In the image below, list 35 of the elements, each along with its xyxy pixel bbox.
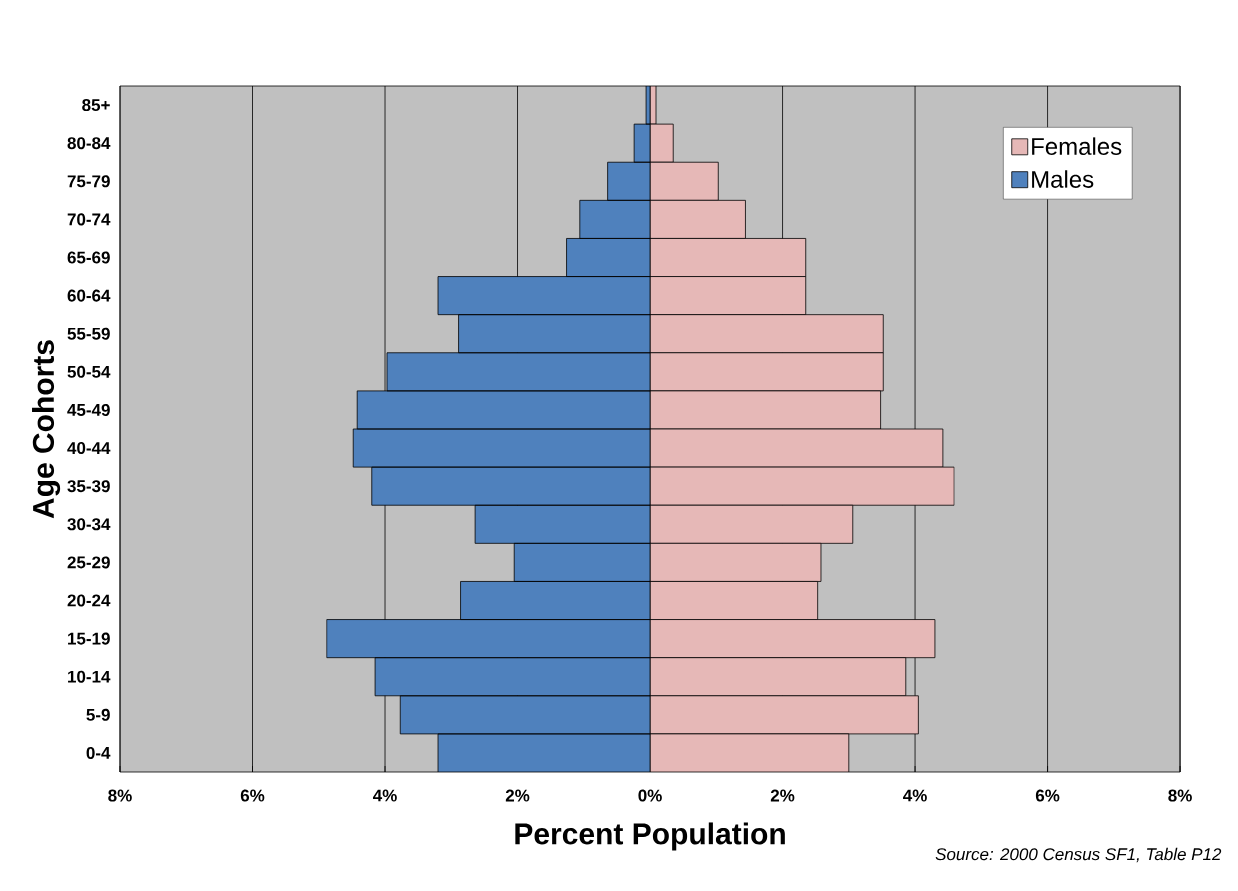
bar xyxy=(352,428,651,468)
y-tick-label: 0-4 xyxy=(86,746,111,759)
y-tick-label: 55-59 xyxy=(67,327,110,340)
y-tick-label: 35-39 xyxy=(67,480,110,493)
x-tick-label: 4% xyxy=(903,789,927,802)
y-tick-label: 50-54 xyxy=(67,365,111,378)
y-tick-label: 40-44 xyxy=(67,442,111,455)
bar xyxy=(437,733,651,773)
x-tick-label: 2% xyxy=(505,789,530,802)
y-tick-label: 80-84 xyxy=(67,137,111,150)
x-tick-label: 8% xyxy=(108,789,132,802)
y-axis-title: Age Cohorts xyxy=(32,340,61,519)
y-tick-label: 15-19 xyxy=(68,632,110,645)
y-tick-label: 70-74 xyxy=(67,213,111,226)
y-tick-label: 65-69 xyxy=(67,251,110,264)
x-tick-label: 6% xyxy=(1035,789,1060,802)
y-tick-label: 10-14 xyxy=(68,670,111,683)
x-tick-label: 8% xyxy=(1168,789,1192,802)
y-tick-label: 20-24 xyxy=(67,594,111,607)
source-note: Source: 2000 Census SF1, Table P12 xyxy=(935,847,1222,863)
x-tick-label: 6% xyxy=(240,789,265,802)
y-tick-label: 60-64 xyxy=(67,289,111,302)
y-tick-label: 25-29 xyxy=(67,556,110,569)
legend-label: Females xyxy=(1032,137,1122,155)
x-axis-title: Percent Population xyxy=(515,822,785,851)
y-tick-label: 85+ xyxy=(82,99,110,112)
x-tick-label: 4% xyxy=(372,789,397,802)
y-tick-label: 5-9 xyxy=(86,708,110,721)
y-tick-label: 45-49 xyxy=(67,403,110,416)
x-tick-label: 2% xyxy=(770,789,795,802)
legend-label: Males xyxy=(1032,170,1094,188)
x-tick-label: 0% xyxy=(638,789,662,802)
y-tick-label: 75-79 xyxy=(67,175,110,188)
y-tick-label: 30-34 xyxy=(67,518,111,531)
bar xyxy=(356,390,651,430)
